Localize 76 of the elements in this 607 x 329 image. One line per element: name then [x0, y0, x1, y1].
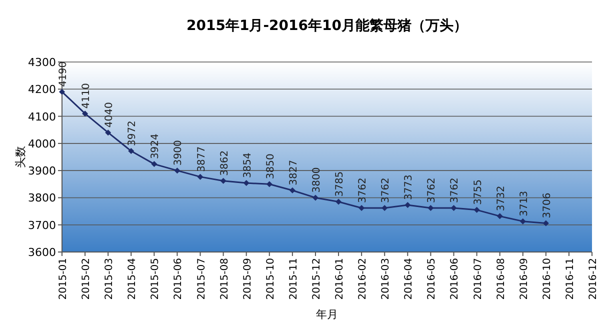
y-tick-label: 4000 [28, 137, 56, 150]
x-tick-label: 2015-12 [311, 258, 322, 300]
x-axis-title: 年月 [316, 308, 338, 321]
data-label: 3762 [358, 178, 369, 204]
x-tick-label: 2016-11 [564, 258, 576, 300]
data-label: 3762 [380, 178, 392, 204]
data-label: 3785 [334, 171, 346, 197]
data-label: 3732 [496, 186, 507, 212]
x-tick-label: 2016-05 [426, 258, 438, 300]
chart-title: 2015年1月-2016年10月能繁母猪（万头） [186, 18, 468, 34]
data-label: 3854 [242, 152, 254, 178]
x-tick-label: 2015-10 [265, 258, 276, 300]
data-label: 3850 [265, 154, 276, 180]
y-tick-label: 4200 [28, 83, 56, 96]
x-tick-label: 2015-04 [127, 258, 138, 300]
data-label: 3900 [173, 140, 184, 166]
data-label: 3924 [150, 134, 162, 160]
data-label: 3713 [518, 190, 530, 216]
point [266, 181, 272, 188]
x-tick-label: 2015-01 [58, 258, 69, 300]
point [197, 174, 204, 180]
data-label: 3877 [196, 146, 208, 172]
data-label: 4110 [81, 83, 92, 109]
data-label: 3706 [542, 192, 553, 218]
point [336, 198, 342, 205]
x-tick-label: 2016-10 [542, 258, 553, 300]
point [404, 202, 411, 208]
point [450, 205, 457, 212]
y-tick-label: 4100 [28, 110, 56, 124]
point [496, 213, 503, 220]
x-tick-label: 2016-09 [518, 258, 530, 300]
point [243, 180, 250, 186]
x-tick-label: 2016-03 [380, 258, 392, 300]
point [105, 130, 112, 136]
x-tick-label: 2016-06 [450, 258, 461, 300]
data-label: 3972 [127, 120, 138, 146]
x-tick-label: 2016-12 [588, 258, 599, 300]
data-label: 3762 [426, 178, 438, 204]
point [382, 205, 388, 212]
data-label: 4040 [104, 102, 116, 128]
data-label: 3773 [404, 174, 415, 200]
x-tick-label: 2015-08 [219, 258, 230, 300]
x-tick-label: 2016-02 [358, 258, 369, 300]
point [128, 148, 134, 154]
y-tick-label: 4300 [28, 56, 56, 69]
point [82, 110, 88, 117]
y-tick-label: 3600 [28, 246, 56, 259]
x-tick-label: 2015-03 [104, 258, 116, 300]
y-axis-title: 头数 [14, 146, 27, 168]
point [220, 178, 226, 184]
data-label: 4190 [58, 61, 69, 87]
x-tick-label: 2015-06 [173, 258, 184, 300]
point [474, 206, 480, 213]
x-tick-label: 2016-01 [334, 258, 346, 300]
data-label: 3762 [450, 178, 461, 204]
y-tick-label: 3800 [28, 192, 56, 205]
point [312, 194, 318, 201]
data-label: 3827 [288, 160, 300, 186]
x-tick-label: 2015-07 [196, 258, 208, 300]
y-tick-label: 3700 [28, 218, 56, 232]
y-tick-label: 3900 [28, 164, 56, 178]
data-label: 3800 [311, 167, 322, 193]
data-label: 3862 [219, 150, 230, 176]
x-tick-label: 2015-09 [242, 258, 254, 300]
point [520, 218, 526, 224]
point [174, 168, 180, 174]
x-tick-label: 2016-07 [472, 258, 484, 300]
x-tick-label: 2015-05 [150, 258, 162, 300]
x-tick-label: 2015-02 [81, 258, 92, 300]
x-tick-label: 2015-11 [288, 258, 300, 300]
x-tick-label: 2016-04 [404, 258, 415, 300]
x-tick-label: 2016-08 [496, 258, 507, 300]
point [289, 187, 296, 194]
data-label: 3755 [472, 179, 484, 205]
point [151, 161, 158, 168]
point [542, 220, 549, 226]
